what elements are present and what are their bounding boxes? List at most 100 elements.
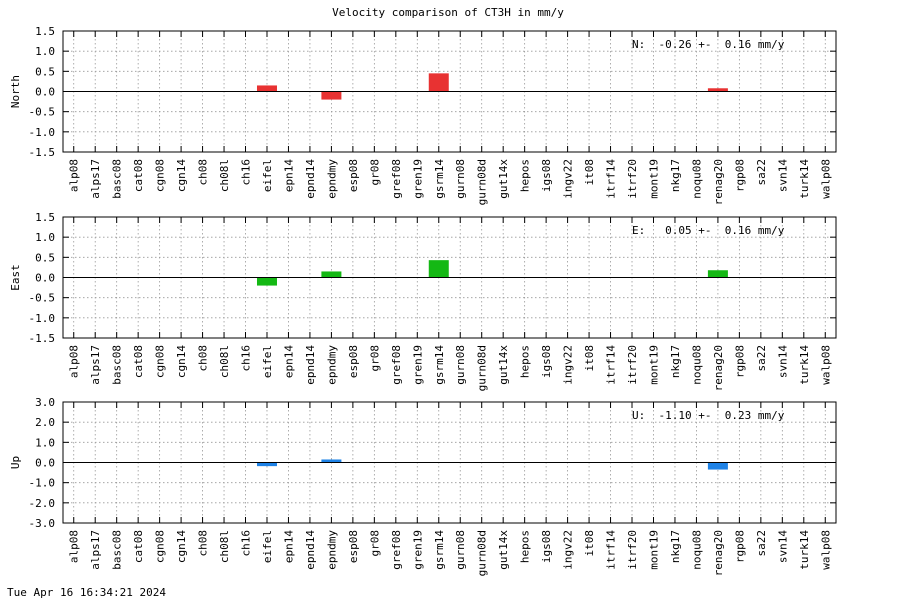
y-tick-label: 0.0 (35, 457, 55, 470)
bar-eifel (256, 85, 277, 92)
y-tick-label: 0.5 (35, 65, 55, 78)
y-tick-label: 1.5 (35, 25, 55, 38)
x-tick-label: hepos (519, 530, 532, 563)
x-tick-label: gref08 (390, 530, 403, 570)
x-tick-label: esp08 (347, 159, 360, 192)
x-tick-label: nkg17 (669, 159, 682, 192)
x-tick-label: noqu08 (690, 530, 703, 570)
x-tick-label: ingv22 (562, 530, 575, 570)
bar-epndmy (321, 91, 342, 100)
x-tick-label: epnd14 (304, 345, 317, 385)
x-tick-label: gref08 (390, 159, 403, 199)
x-tick-label: gut14x (497, 530, 510, 570)
x-tick-label: ch16 (240, 530, 253, 557)
x-tick-label: igs08 (540, 530, 553, 563)
x-tick-label: noqu08 (690, 345, 703, 385)
x-tick-label: ch08 (197, 345, 210, 372)
x-tick-label: basc08 (111, 345, 124, 385)
x-tick-label: gurn08 (454, 530, 467, 570)
x-tick-label: sa22 (755, 159, 768, 186)
x-tick-label: gurn08 (454, 159, 467, 199)
x-tick-label: igs08 (540, 159, 553, 192)
x-tick-label: cgn14 (175, 345, 188, 378)
x-tick-label: cgn14 (175, 159, 188, 192)
x-tick-label: gurn08d (476, 530, 489, 576)
y-axis-label: Up (9, 456, 22, 469)
x-tick-label: alps17 (89, 345, 102, 385)
x-tick-label: gurn08 (454, 345, 467, 385)
y-tick-label: 2.0 (35, 416, 55, 429)
timestamp-footer: Tue Apr 16 16:34:21 2024 (7, 586, 166, 599)
x-tick-label: hepos (519, 345, 532, 378)
x-tick-label: ch16 (240, 159, 253, 186)
y-tick-label: -1.0 (29, 126, 56, 139)
x-tick-label: epnd14 (304, 159, 317, 199)
x-tick-label: ingv22 (562, 159, 575, 199)
x-tick-label: alp08 (68, 530, 81, 563)
x-tick-label: gurn08d (476, 159, 489, 205)
x-tick-label: gsrm14 (433, 345, 446, 385)
y-tick-label: -3.0 (29, 517, 56, 530)
y-tick-label: -1.5 (29, 332, 56, 345)
x-tick-label: epndmy (325, 530, 338, 570)
x-tick-label: turk14 (798, 159, 811, 199)
bar-eifel (256, 277, 277, 286)
y-tick-label: 1.0 (35, 436, 55, 449)
x-tick-label: gr08 (368, 530, 381, 557)
x-tick-label: cgn14 (175, 530, 188, 563)
y-tick-label: -1.5 (29, 146, 56, 159)
x-tick-label: esp08 (347, 345, 360, 378)
x-tick-label: ch16 (240, 345, 253, 372)
x-tick-label: gref08 (390, 345, 403, 385)
y-tick-label: -0.5 (29, 292, 56, 305)
x-tick-label: ch08l (218, 530, 231, 563)
panel-east: 1.5 1.0 0.5 0.0 -0.5 -1.0 -1.5 alp08 alps17 basc0… (9, 211, 837, 391)
x-tick-label: itrf14 (605, 159, 618, 199)
x-tick-label: walp08 (819, 345, 832, 385)
x-tick-label: itrf20 (626, 159, 639, 199)
x-tick-label: ingv22 (562, 345, 575, 385)
x-tick-label: igs08 (540, 345, 553, 378)
x-tick-label: noqu08 (690, 159, 703, 199)
x-tick-label: mont19 (647, 530, 660, 570)
x-tick-label: gut14x (497, 159, 510, 199)
x-tick-label: gr08 (368, 159, 381, 186)
x-tick-label: it08 (583, 530, 596, 557)
y-tick-label: -0.5 (29, 106, 56, 119)
x-tick-label: eifel (261, 159, 274, 192)
x-tick-label: rgp08 (733, 530, 746, 563)
x-tick-label: esp08 (347, 530, 360, 563)
x-tick-label: ch08l (218, 345, 231, 378)
x-tick-label: alp08 (68, 159, 81, 192)
x-tick-label: gut14x (497, 345, 510, 385)
x-tick-label: sa22 (755, 530, 768, 557)
x-tick-label: svn14 (776, 345, 789, 378)
x-tick-label: cat08 (132, 530, 145, 563)
x-tick-label: cat08 (132, 159, 145, 192)
x-tick-label: renag20 (712, 159, 725, 205)
x-tick-label: gren19 (411, 530, 424, 570)
x-tick-label: mont19 (647, 159, 660, 199)
x-tick-label: ch08 (197, 159, 210, 186)
x-tick-label: gsrm14 (433, 159, 446, 199)
x-tick-label: basc08 (111, 530, 124, 570)
y-tick-label: -1.0 (29, 312, 56, 325)
x-tick-label: it08 (583, 345, 596, 372)
x-tick-label: svn14 (776, 159, 789, 192)
y-axis-label: East (9, 264, 22, 291)
y-tick-label: 1.5 (35, 211, 55, 224)
x-tick-label: itrf14 (605, 345, 618, 385)
bar-renag20 (707, 270, 728, 278)
x-tick-label: rgp08 (733, 345, 746, 378)
y-tick-label: 3.0 (35, 396, 55, 409)
x-tick-label: walp08 (819, 159, 832, 199)
x-tick-label: nkg17 (669, 345, 682, 378)
x-tick-label: sa22 (755, 345, 768, 372)
x-tick-label: gsrm14 (433, 530, 446, 570)
y-tick-label: 0.0 (35, 272, 55, 285)
y-tick-label: -2.0 (29, 497, 56, 510)
panel-annotation: E: 0.05 +- 0.16 mm/y (632, 224, 785, 237)
x-tick-label: alps17 (89, 530, 102, 570)
x-tick-label: rgp08 (733, 159, 746, 192)
bar-renag20 (707, 88, 728, 92)
